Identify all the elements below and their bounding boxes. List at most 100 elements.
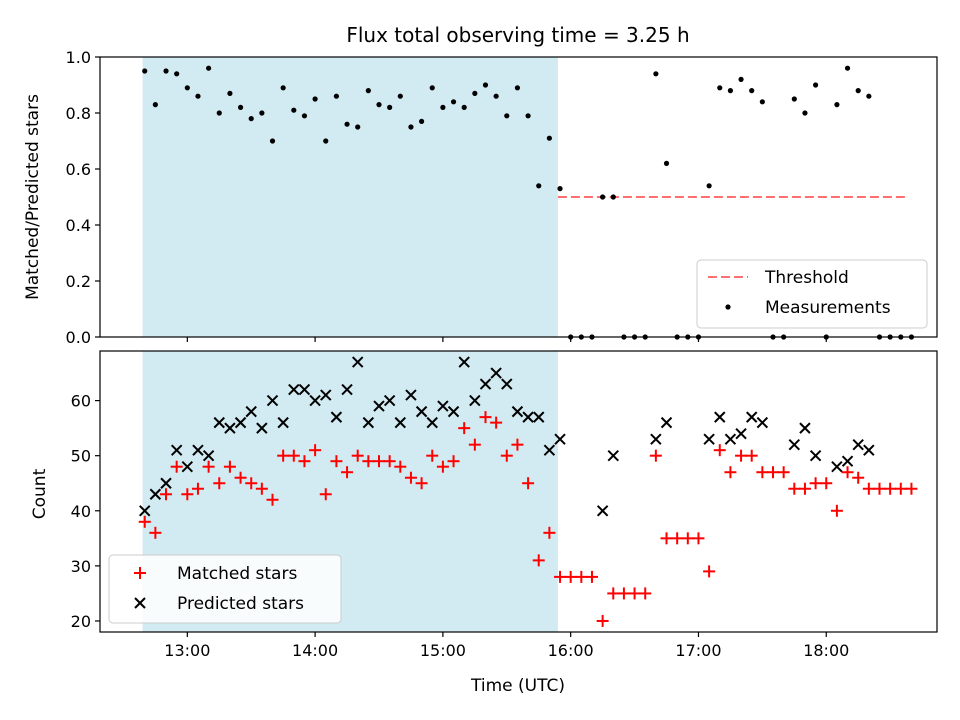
matched-star-point [809, 477, 822, 490]
measurement-point [749, 88, 755, 94]
measurement-point [152, 102, 158, 108]
predicted-star-point [714, 411, 726, 423]
matched-star-point [532, 554, 545, 567]
measurement-point [600, 194, 606, 200]
matched-star-point [649, 449, 662, 462]
predicted-star-point [149, 488, 162, 500]
predicted-star-point [170, 444, 183, 456]
top-legend-box [696, 259, 928, 329]
matched-star-point [170, 460, 183, 473]
x-tick-label: 18:00 [803, 641, 849, 660]
predicted-star-point [383, 394, 396, 407]
measurement-point [450, 99, 457, 105]
matched-star-point [309, 444, 322, 457]
matched-star-point [426, 449, 439, 462]
matched-star-point [713, 444, 726, 457]
predicted-star-point [426, 416, 438, 429]
matched-star-point [628, 587, 641, 600]
bottom-panel: 20 30 40 50 60 13:00 14:00 15:00 16:00 17:00 18:0… [30, 350, 938, 696]
predicted-star-point [490, 367, 502, 379]
measurement-legend-swatch [725, 304, 731, 310]
predicted-star-point [469, 394, 481, 407]
measurement-point [333, 93, 340, 99]
measurement-point [429, 85, 435, 91]
measurement-point [227, 90, 233, 96]
matched-star-point [862, 482, 875, 495]
measurement-point [237, 104, 244, 110]
predicted-star-point [362, 416, 375, 429]
predicted-star-point [298, 383, 311, 396]
matched-star-point [607, 587, 620, 600]
predicted-star-point [522, 411, 534, 423]
predicted-star-point [479, 378, 492, 390]
predicted-star-point [160, 477, 172, 489]
chart-title: Flux total observing time = 3.25 h [346, 23, 689, 47]
predicted-star-point [341, 383, 353, 396]
measurement-point [653, 71, 659, 77]
measurement-point [536, 183, 542, 189]
matched-star-point [436, 460, 449, 473]
measurement-point [365, 88, 371, 94]
matched-star-point [351, 449, 364, 462]
predicted-star-point [831, 460, 843, 473]
measurement-point [301, 113, 308, 119]
matched-star-point [287, 449, 300, 462]
predicted-star-point [213, 416, 225, 429]
bottom-y-ticks: 20 30 40 50 60 [71, 392, 100, 631]
matched-star-point [223, 460, 236, 473]
predicted-star-point [533, 411, 545, 423]
measurement-point [344, 121, 350, 127]
matched-star-point [213, 477, 226, 490]
matched-star-point [362, 455, 375, 468]
top-y-label: Matched/Predicted stars [23, 94, 43, 300]
measurement-point [482, 82, 489, 88]
matched-star-point [319, 488, 332, 501]
y-tick-label: 60 [71, 392, 91, 411]
predicted-star-point [277, 416, 289, 429]
predicted-star-point [660, 416, 673, 429]
top-x-ticks [186, 337, 827, 342]
measurement-point [216, 110, 222, 116]
measurement-point [855, 88, 861, 94]
matched-star-point [277, 449, 290, 462]
x-tick-label: 14:00 [292, 641, 338, 660]
matched-legend-swatch [134, 567, 146, 579]
predicted-star-point [809, 449, 822, 462]
measurement-point [472, 90, 478, 96]
matched-star-point [745, 449, 758, 462]
matched-star-point [543, 526, 556, 539]
matched-star-point [798, 482, 811, 495]
matched-star-point [660, 532, 673, 545]
measurement-point [706, 183, 712, 189]
measurement-point [493, 93, 499, 99]
matched-star-point [298, 455, 311, 468]
predicted-star-point [607, 449, 619, 462]
predicted-star-point [735, 427, 747, 440]
predicted-star-point [288, 383, 300, 396]
predicted-star-point [852, 438, 864, 451]
predicted-star-point [373, 400, 385, 412]
x-tick-label: 16:00 [548, 641, 594, 660]
matched-star-point [447, 455, 460, 468]
matched-star-point [468, 438, 481, 451]
predicted-star-point [415, 405, 428, 418]
predicted-star-point [224, 422, 236, 434]
matched-star-point [585, 570, 598, 583]
measurement-point [259, 110, 265, 116]
measurement-point [610, 194, 616, 200]
matched-star-point [404, 471, 417, 484]
y-tick-label: 0.8 [66, 104, 91, 123]
matched-star-point [330, 455, 343, 468]
predicted-star-point [351, 356, 364, 368]
measurement-point [802, 110, 808, 116]
y-tick-label: 1.0 [66, 48, 91, 67]
measurement-point [791, 96, 797, 102]
matched-star-point [756, 466, 769, 479]
measurement-point [280, 85, 286, 91]
matched-star-point [181, 488, 194, 501]
measurement-point [248, 116, 254, 122]
y-tick-label: 0.6 [66, 160, 91, 179]
matched-star-point [160, 488, 173, 501]
predicted-star-point [554, 433, 566, 445]
predicted-star-point [596, 505, 609, 517]
